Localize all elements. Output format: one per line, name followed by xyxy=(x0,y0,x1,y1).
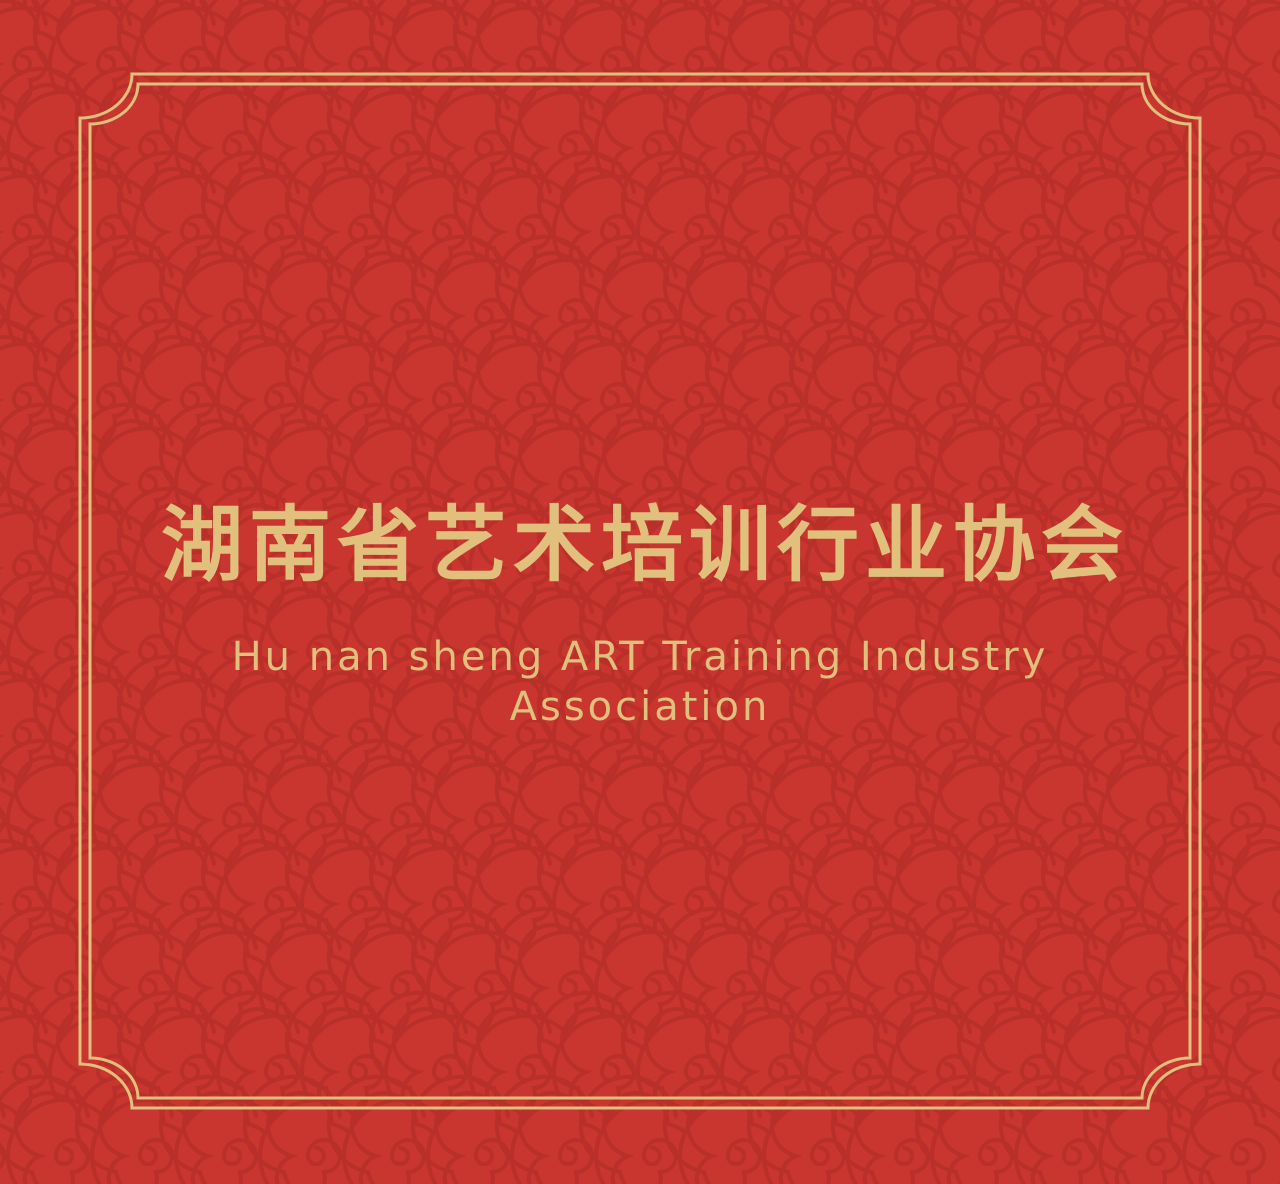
outer-frame-line xyxy=(78,72,1202,1110)
association-name-english: Hu nan sheng ART Training Industry Assoc… xyxy=(231,634,1049,730)
inner-frame-line xyxy=(88,82,1192,1100)
association-name-chinese: 湖南省艺术培训行业协会 xyxy=(160,498,1129,593)
